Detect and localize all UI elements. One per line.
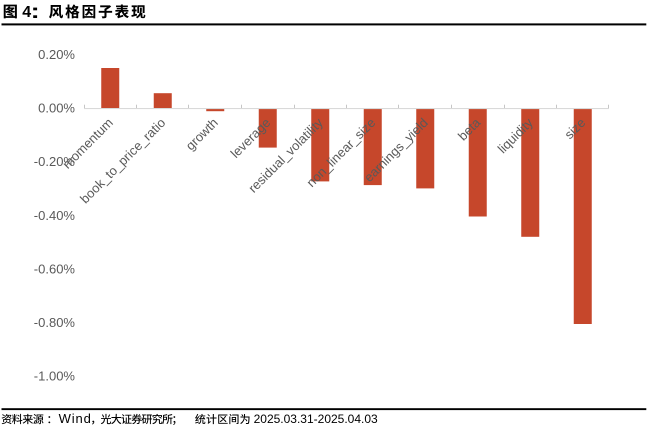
svg-text:-0.80%: -0.80%	[34, 315, 76, 330]
svg-text:-1.00%: -1.00%	[34, 369, 76, 384]
svg-text:-0.40%: -0.40%	[34, 208, 76, 223]
svg-text:2025.03.31-2025.04.03: 2025.03.31-2025.04.03	[254, 412, 378, 426]
svg-text:0.00%: 0.00%	[38, 101, 75, 116]
svg-text:-0.20%: -0.20%	[34, 154, 76, 169]
svg-text:-0.60%: -0.60%	[34, 261, 76, 276]
svg-text:Wind: Wind	[59, 411, 92, 426]
svg-text:4: 4	[22, 4, 31, 21]
svg-text:0.20%: 0.20%	[38, 47, 75, 62]
